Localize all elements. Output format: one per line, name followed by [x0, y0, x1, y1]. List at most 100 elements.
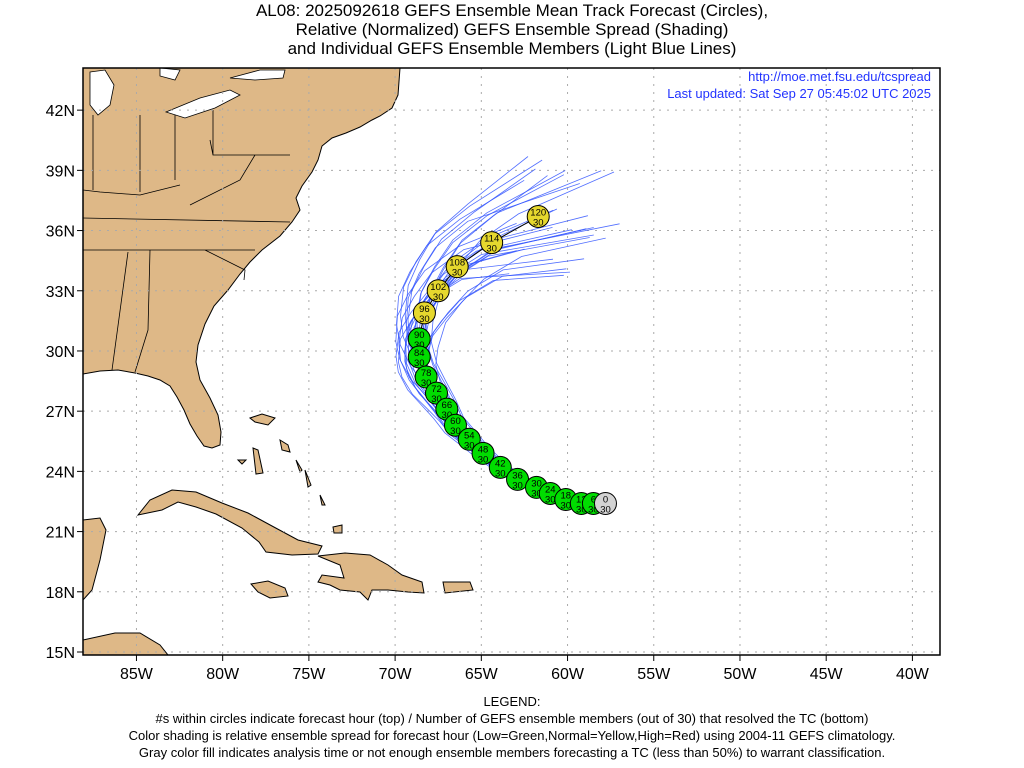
track-circle: [424, 381, 448, 405]
ensemble-member-line: [400, 159, 606, 504]
member-count: 30: [421, 378, 432, 389]
member-count: 30: [419, 314, 430, 325]
forecast-hour: 54: [464, 430, 475, 441]
forecast-hour: 24: [545, 484, 556, 495]
track-circle: [593, 491, 617, 515]
legend-heading: LEGEND:: [483, 694, 541, 709]
forecast-hour: 60: [450, 416, 461, 427]
track-point: 030: [593, 491, 617, 515]
y-tick-label: 15N: [46, 645, 75, 662]
track-circle: [426, 279, 450, 303]
member-count: 30: [588, 504, 599, 515]
forecast-hour: 120: [530, 208, 546, 219]
yucatan-land: [83, 517, 107, 601]
track-circle: [526, 205, 550, 229]
member-count: 30: [512, 480, 523, 491]
x-tick-label: 70W: [379, 666, 413, 683]
member-count: 30: [433, 292, 444, 303]
bahamas-islands: [236, 413, 343, 534]
y-tick-label: 39N: [46, 163, 75, 180]
ensemble-member-line: [430, 171, 615, 504]
track-circle: [412, 301, 436, 325]
forecast-hour: 84: [414, 348, 425, 359]
member-count: 30: [431, 394, 442, 405]
member-count: 30: [478, 454, 489, 465]
member-count: 30: [452, 268, 463, 279]
legend-line-1: #s within circles indicate forecast hour…: [155, 711, 869, 726]
great-lakes: [89, 68, 286, 119]
ensemble-member-line: [407, 168, 606, 504]
x-tick-label: 75W: [292, 666, 326, 683]
member-count: 30: [414, 340, 425, 351]
x-tick-label: 55W: [637, 666, 671, 683]
forecast-hour: 6: [591, 494, 596, 505]
x-tick-label: 60W: [551, 666, 585, 683]
mean-track-circles: 1203011430108301023096309030843078307230…: [407, 205, 617, 515]
y-tick-label: 21N: [46, 525, 75, 542]
forecast-hour: 48: [478, 444, 489, 455]
website-link-text[interactable]: http://moe.met.fsu.edu/tcspread: [748, 69, 931, 84]
track-circle: [414, 365, 438, 389]
forecast-hour: 42: [495, 458, 506, 469]
member-count: 30: [486, 244, 497, 255]
track-circle: [445, 255, 469, 279]
track-circle: [457, 427, 481, 451]
member-count: 30: [531, 488, 542, 499]
title-line-1: AL08: 2025092618 GEFS Ensemble Mean Trac…: [255, 1, 769, 20]
track-circle: [488, 455, 512, 479]
website-link[interactable]: http://moe.met.fsu.edu/tcspread: [748, 69, 931, 84]
member-count: 30: [600, 504, 611, 515]
axis-ticks: 85W 80W 75W 70W 65W 60W 55W 50W 45W 40W 42N 39N 36N 3…: [46, 103, 930, 683]
member-count: 30: [414, 358, 425, 369]
forecast-hour: 36: [512, 470, 523, 481]
state-borders: [83, 110, 291, 373]
x-tick-label: 45W: [810, 666, 844, 683]
ensemble-member-line: [412, 209, 606, 504]
forecast-hour: 96: [419, 304, 430, 315]
x-tick-label: 40W: [896, 666, 930, 683]
x-tick-label: 85W: [120, 666, 154, 683]
legend-line-2: Color shading is relative ensemble sprea…: [128, 728, 896, 743]
track-circle: [443, 413, 467, 437]
title-line-3: and Individual GEFS Ensemble Members (Li…: [287, 39, 737, 58]
forecast-hour: 102: [430, 282, 446, 293]
ensemble-member-line: [416, 170, 606, 504]
y-tick-label: 42N: [46, 103, 75, 120]
cuba-land: [136, 489, 323, 556]
ensemble-member-line: [424, 208, 606, 504]
forecast-hour: 12: [576, 494, 587, 505]
y-tick-label: 24N: [46, 464, 75, 481]
forecast-hour: 30: [531, 478, 542, 489]
y-tick-label: 18N: [46, 585, 75, 602]
y-tick-label: 36N: [46, 224, 75, 241]
last-updated: Last updated: Sat Sep 27 05:45:02 UTC 20…: [667, 86, 931, 101]
grid-lines: [83, 68, 940, 655]
member-count: 30: [442, 410, 453, 421]
map-frame: [82, 67, 941, 656]
y-tick-label: 30N: [46, 344, 75, 361]
jamaica-land: [250, 580, 289, 599]
north-america-land: [83, 68, 401, 449]
forecast-hour: 66: [442, 400, 453, 411]
hispaniola-land: [317, 552, 425, 601]
x-tick-label: 65W: [465, 666, 499, 683]
x-tick-label: 50W: [724, 666, 758, 683]
y-tick-label: 27N: [46, 404, 75, 421]
track-circle: [480, 231, 504, 255]
map-land: [83, 68, 474, 655]
forecast-hour: 108: [449, 258, 465, 269]
forecast-hour: 90: [414, 330, 425, 341]
member-count: 30: [533, 218, 544, 229]
puerto-rico-land: [442, 581, 474, 594]
